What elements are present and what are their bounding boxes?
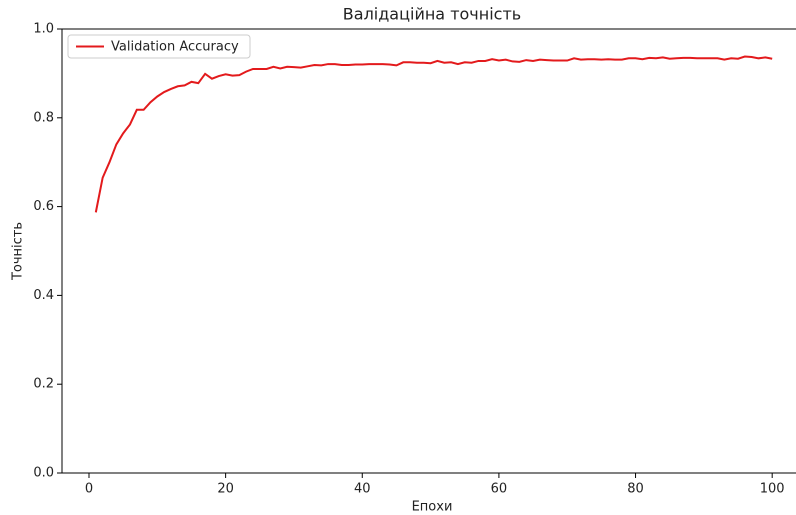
x-axis-label: Епохи: [412, 500, 453, 515]
x-tick-label: 60: [491, 482, 508, 497]
legend-box: [67, 34, 251, 59]
y-tick-label: 0.6: [33, 199, 54, 214]
y-tick-label: 0.8: [33, 110, 54, 125]
y-axis-label: Точність: [11, 222, 26, 281]
y-tick-label: 1.0: [33, 22, 54, 37]
x-tick-label: 40: [354, 482, 371, 497]
y-tick-label: 0.2: [33, 377, 54, 392]
x-tick-label: 100: [760, 482, 785, 497]
y-tick-label: 0.0: [33, 466, 54, 481]
x-tick-label: 0: [85, 482, 93, 497]
x-tick-label: 20: [217, 482, 234, 497]
data-line: [94, 55, 773, 213]
x-tick-label: 80: [627, 482, 644, 497]
y-tick-label: 0.4: [33, 288, 54, 303]
legend-label: Validation Accuracy: [111, 40, 239, 55]
chart-title: Валідаційна точність: [343, 5, 521, 24]
plot-frame: [61, 28, 796, 474]
